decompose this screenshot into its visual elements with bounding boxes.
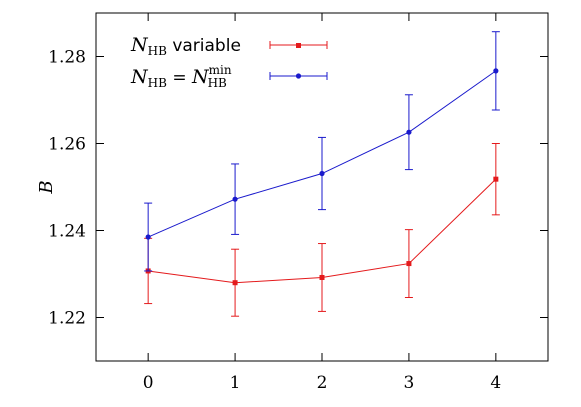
legend-sub-hb: HB	[148, 76, 167, 90]
data-point	[145, 234, 151, 240]
data-point	[232, 280, 238, 286]
data-point	[319, 274, 325, 280]
data-point	[493, 176, 499, 182]
legend-sub-hb-min: HB	[208, 76, 227, 90]
legend-math-n: N	[130, 34, 149, 56]
legend-text-variable: variable	[167, 36, 241, 56]
legend-sub-hb: HB	[148, 44, 167, 58]
y-tick-label: 1.22	[48, 309, 86, 329]
data-point	[319, 170, 325, 177]
series-0	[144, 143, 500, 317]
data-point	[406, 129, 412, 135]
y-axis: 1.22 1.24 1.26 1.28	[48, 48, 548, 329]
x-tick-label: 0	[143, 373, 154, 393]
x-tick-label: 2	[317, 373, 328, 393]
x-tick-label: 4	[490, 373, 501, 393]
legend-label-variable: NHB variable	[130, 34, 241, 58]
legend-equals: =	[167, 68, 192, 88]
legend-math-n-min: N	[191, 66, 210, 88]
legend-math-n: N	[130, 66, 149, 88]
series-1	[144, 31, 500, 272]
y-tick-label: 1.28	[48, 48, 86, 68]
y-axis-label: B	[36, 180, 57, 194]
x-axis: 0 1 2 3 4	[143, 13, 501, 393]
x-tick-label: 3	[404, 373, 415, 393]
plot-area	[144, 31, 500, 317]
legend-marker-variable	[296, 43, 301, 48]
y-tick-label: 1.24	[48, 222, 86, 242]
data-point	[406, 261, 412, 267]
legend: NHB variable NHB = Nmin HB	[130, 34, 328, 90]
legend-marker-min	[295, 73, 302, 79]
data-point	[232, 196, 238, 202]
data-point	[493, 68, 499, 74]
y-tick-label: 1.26	[48, 135, 86, 155]
x-tick-label: 1	[230, 373, 241, 393]
legend-label-min: NHB = Nmin HB	[130, 63, 232, 90]
legend-sup-min: min	[209, 63, 232, 77]
